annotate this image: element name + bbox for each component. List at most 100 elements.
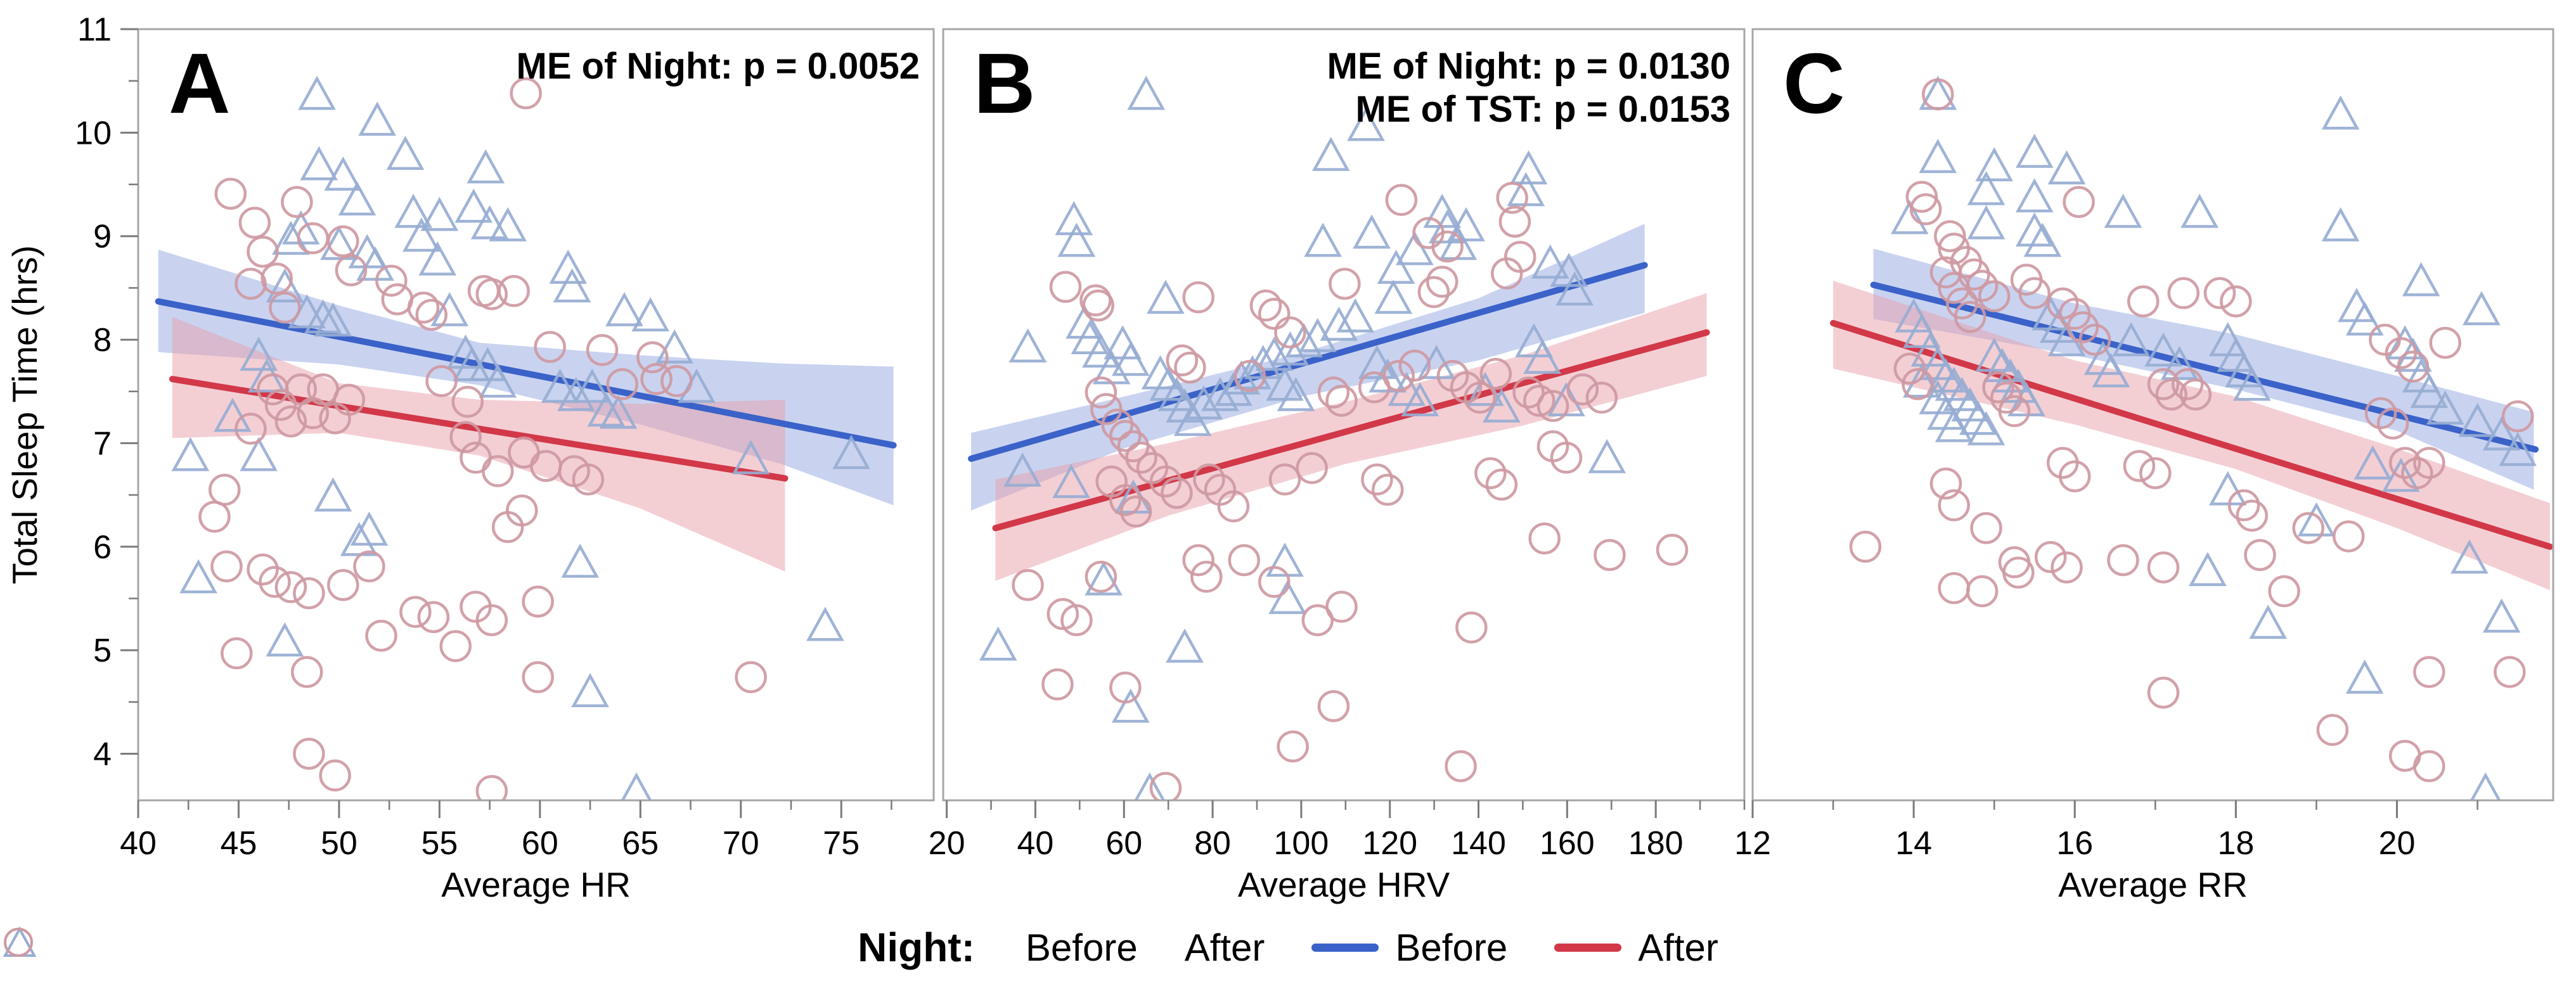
x-tick-label: 60: [1105, 825, 1142, 862]
scatter-point-after: [235, 413, 267, 445]
scatter-point-after: [274, 571, 307, 603]
scatter-point-before: [1085, 561, 1123, 596]
scatter-point-after: [214, 177, 247, 210]
y-tick-label: 10: [75, 115, 112, 151]
scatter-point-after: [1512, 376, 1545, 409]
scatter-point-before: [631, 297, 669, 332]
scatter-point-after: [1382, 359, 1415, 392]
scatter-point-before: [2482, 598, 2521, 633]
scatter-point-after: [1060, 604, 1093, 637]
scatter-point-before: [1157, 376, 1196, 411]
scatter-point-before: [454, 188, 493, 223]
y-tick-label: 5: [93, 632, 112, 669]
scatter-point-after: [1417, 276, 1450, 309]
scatter-point-before: [1008, 328, 1047, 363]
x-tick-label: 18: [2217, 825, 2254, 862]
scatter-point-before: [2402, 262, 2440, 297]
scatter-point-after: [1325, 591, 1358, 623]
scatter-point-before: [1003, 452, 1041, 487]
scatter-point-after: [586, 334, 619, 366]
scatter-point-after: [1041, 668, 1074, 701]
scatter-point-after: [2139, 457, 2172, 490]
x-axis-title: Average HR: [441, 865, 631, 904]
scatter-point-after: [290, 656, 323, 688]
scatter-point-after: [606, 368, 639, 400]
scatter-point-before: [489, 207, 527, 241]
scatter-point-after: [439, 630, 472, 662]
scatter-point-after: [498, 275, 530, 307]
scatter-point-after: [1893, 352, 1926, 385]
scatter-point-before: [281, 210, 320, 245]
scatter-point-after: [636, 341, 669, 374]
scatter-point-after: [1426, 266, 1459, 298]
scatter-point-before: [2249, 605, 2288, 639]
fit-line-after: [1830, 319, 2553, 550]
scatter-point-after: [1929, 467, 1962, 500]
scatter-point-after: [327, 568, 359, 601]
scatter-point-before: [2463, 291, 2501, 326]
scatter-point-after: [1938, 489, 1970, 522]
scatter-point-after: [1954, 300, 1987, 333]
scatter-point-before: [557, 376, 595, 411]
fit-line-before: [968, 262, 1648, 462]
y-tick-label: 7: [93, 425, 112, 462]
scatter-point-before: [320, 226, 358, 260]
scatter-point-after: [2066, 311, 2099, 343]
scatter-point-after: [1938, 572, 1970, 605]
scatter-point-before: [350, 511, 389, 546]
scatter-point-before: [1975, 337, 2014, 372]
scatter-point-before: [1353, 214, 1391, 249]
legend-item-after-line: After: [1554, 926, 1718, 970]
scatter-point-before: [1149, 366, 1187, 401]
scatter-point-before: [678, 368, 716, 403]
x-axis-title: Average HRV: [1238, 865, 1450, 904]
scatter-point-after: [1909, 193, 1942, 226]
scatter-point-after: [1101, 408, 1134, 441]
scatter-point-before: [2023, 222, 2062, 257]
scatter-point-before: [1975, 147, 2014, 182]
scatter-point-after: [1109, 484, 1142, 516]
scatter-point-before: [214, 397, 252, 432]
scatter-point-before: [1991, 358, 2030, 393]
scatter-point-after: [1329, 267, 1361, 300]
scatter-point-after: [2376, 407, 2409, 440]
scatter-point-before: [1967, 411, 2006, 445]
scatter-point-before: [1377, 249, 1415, 284]
scatter-point-before: [571, 673, 609, 707]
scatter-point-before: [300, 146, 338, 181]
scatter-point-after: [2147, 551, 2180, 584]
panel-letter-C: C: [1783, 35, 1845, 131]
scatter-point-before: [2354, 445, 2392, 480]
scatter-point-after: [1479, 357, 1512, 390]
scatter-point-after: [2220, 285, 2252, 317]
scatter-point-after: [2063, 186, 2095, 219]
scatter-point-before: [2482, 416, 2521, 451]
x-tick-label: 45: [221, 825, 257, 862]
scatter-point-after: [1119, 495, 1152, 528]
scatter-point-before: [1277, 376, 1315, 411]
scatter-point-before: [1141, 355, 1180, 390]
scatter-point-before: [2092, 353, 2130, 388]
scatter-point-before: [553, 268, 591, 303]
scatter-point-after: [1182, 281, 1214, 314]
scatter-point-after: [1125, 442, 1157, 474]
scatter-point-after: [2155, 378, 2187, 411]
scatter-point-after: [259, 566, 291, 598]
scatter-point-after: [1528, 522, 1561, 554]
scatter-point-after: [238, 207, 271, 239]
scatter-point-after: [1296, 452, 1328, 484]
scatter-point-before: [1266, 542, 1304, 577]
scatter-point-after: [1361, 463, 1393, 496]
scatter-point-before: [2499, 432, 2537, 466]
scatter-point-after: [2413, 447, 2445, 479]
scatter-point-after: [1161, 477, 1193, 509]
scatter-point-after: [425, 365, 458, 397]
scatter-point-before: [1967, 205, 2006, 240]
scatter-point-after: [1012, 568, 1044, 601]
y-tick-label: 9: [93, 219, 112, 255]
scatter-point-before: [2160, 345, 2199, 380]
scatter-point-after: [375, 264, 408, 297]
scatter-point-after: [2203, 277, 2236, 309]
scatter-point-before: [2345, 659, 2384, 694]
scatter-point-before: [171, 437, 210, 471]
